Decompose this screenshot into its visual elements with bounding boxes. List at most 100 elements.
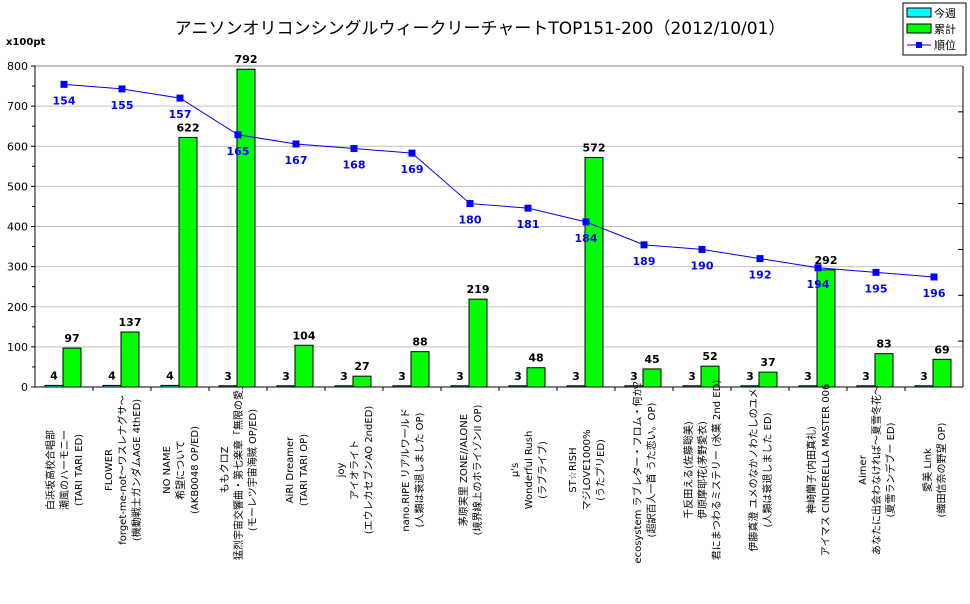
- y-axis-unit-label: x100pt: [6, 37, 45, 48]
- x-category-label-line: Aimer: [858, 454, 869, 485]
- y-tick-label: 100: [7, 341, 28, 354]
- rank-marker: [524, 204, 532, 212]
- legend-label-rank: 順位: [934, 38, 956, 52]
- y-axis-ticks: 0 100 200 300 400 500 600 700 800: [7, 60, 35, 394]
- data-label-cumulative: 792: [235, 53, 258, 66]
- chart-title: アニソンオリコンシングルウィークリーチャートTOP151-200（2012/10…: [175, 19, 786, 39]
- x-category-label: joy アイオライト (エウレカセブンAO 2ndED): [336, 406, 375, 535]
- x-category-label-line: forget-me-not～ワスレナグサ～: [116, 395, 129, 544]
- y-tick-label: 800: [7, 60, 28, 73]
- x-category-label: AiRI Dreamer (TARI TARI OP): [285, 434, 310, 506]
- bar-cumulative: [758, 371, 778, 388]
- x-category-label: 神崎蘭子(内田真礼) アイマス CINDERELLA MASTER 006: [805, 384, 832, 557]
- data-label-cumulative: 52: [702, 350, 717, 363]
- x-category-label-line: 猛烈宇宙交響曲・第七楽章「無限の愛」: [232, 380, 245, 560]
- x-category-label-line: μ's: [510, 463, 521, 477]
- bar-cumulative: [120, 331, 140, 388]
- data-label-this-week: 3: [920, 370, 928, 383]
- value-labels: 4 4 4 3 3 3 3 3 3 3 3 3 3 3 3 3 97 137 622 792 104 27 88 219 48 5…: [50, 53, 949, 383]
- rank-marker: [350, 145, 358, 153]
- x-category-label-line: 君にまつわるミステリー (氷菓 2nd ED): [710, 380, 723, 561]
- x-category-label-line: 希望について: [174, 440, 187, 500]
- data-label-this-week: 3: [746, 370, 754, 383]
- rank-marker: [698, 245, 706, 253]
- rank-marker: [60, 80, 68, 88]
- rank-marker: [582, 218, 590, 226]
- data-label-cumulative: 292: [815, 254, 838, 267]
- x-category-label-line: (TARI TARI ED): [74, 434, 85, 506]
- data-label-cumulative: 219: [467, 283, 490, 296]
- y-tick-label: 600: [7, 140, 28, 153]
- bar-cumulative: [526, 367, 546, 388]
- x-category-label-line: (AKB0048 OP/ED): [190, 426, 201, 514]
- bar-cumulative: [584, 156, 604, 388]
- x-category-label-line: (エウレカセブンAO 2ndED): [362, 406, 375, 535]
- legend: 今週 累計 順位: [902, 2, 967, 56]
- data-label-cumulative: 622: [177, 121, 200, 134]
- data-label-rank: 155: [111, 99, 134, 112]
- x-category-label-line: ecosystem ラブレター・フロム・何か？: [631, 376, 644, 563]
- bar-cumulative: [874, 353, 894, 388]
- legend-marker-rank: [916, 42, 922, 48]
- data-label-this-week: 3: [340, 370, 348, 383]
- data-label-rank: 194: [807, 278, 830, 291]
- data-label-rank: 189: [633, 255, 656, 268]
- data-label-cumulative: 69: [934, 343, 949, 356]
- y-tick-label: 500: [7, 180, 28, 193]
- x-category-label-line: 神崎蘭子(内田真礼): [805, 426, 818, 514]
- x-category-label-line: 潮風のハーモニー: [58, 430, 71, 510]
- rank-marker: [930, 273, 938, 281]
- x-category-label-line: (夏雪ランデブー ED): [884, 422, 897, 517]
- rank-marker: [176, 94, 184, 102]
- x-category-label-line: (ラブライブ): [536, 441, 549, 499]
- data-label-this-week: 3: [398, 370, 406, 383]
- legend-label-this-week: 今週: [934, 6, 956, 20]
- x-category-label-line: (人類は衰退しました ED): [761, 412, 774, 527]
- x-category-label-line: ももクロZ: [219, 446, 231, 493]
- rank-marker: [756, 255, 764, 263]
- x-category-label-line: 伊藤真澄 ユメのなかノわたしのユメ: [747, 388, 760, 551]
- x-category-label: 白浜坂高校合唱部 潮風のハーモニー (TARI TARI ED): [44, 430, 85, 510]
- rank-marker: [814, 264, 822, 272]
- data-label-cumulative: 104: [293, 329, 316, 342]
- data-label-rank: 154: [53, 94, 76, 107]
- x-category-label-line: あなたに出会わなければ～夏雪冬花～: [870, 385, 883, 555]
- data-label-rank: 165: [227, 145, 250, 158]
- data-label-cumulative: 572: [583, 141, 606, 154]
- bar-cumulative: [294, 344, 314, 388]
- data-label-rank: 181: [517, 218, 540, 231]
- x-category-label: ST☆RISH マジLOVE1000% (うたプリED): [568, 429, 607, 510]
- bar-cumulative: [642, 368, 662, 388]
- x-category-label-line: 愛美 Link: [921, 448, 934, 492]
- data-label-this-week: 3: [572, 370, 580, 383]
- data-label-rank: 184: [575, 232, 598, 245]
- rank-marker: [466, 200, 474, 208]
- bar-cumulative: [410, 351, 430, 388]
- legend-label-cumulative: 累計: [934, 22, 956, 36]
- rank-marker: [292, 140, 300, 148]
- x-category-label-line: (織田信奈の野望 OP): [935, 422, 948, 517]
- data-label-this-week: 4: [166, 369, 174, 382]
- data-label-this-week: 3: [456, 370, 464, 383]
- rank-line-series: [60, 80, 938, 281]
- y-tick-label: 700: [7, 100, 28, 113]
- bar-cumulative: [932, 358, 952, 388]
- x-category-label-line: 千反田える(佐藤聡美): [682, 421, 695, 519]
- x-category-label: μ's Wonderful Rush (ラブライブ): [510, 431, 549, 510]
- x-category-label: Aimer あなたに出会わなければ～夏雪冬花～ (夏雪ランデブー ED): [858, 385, 897, 555]
- rank-marker: [118, 85, 126, 93]
- bar-cumulative: [468, 298, 488, 388]
- data-label-rank: 192: [749, 269, 772, 282]
- data-label-this-week: 3: [862, 370, 870, 383]
- x-category-label-line: 伊原摩耶花(茅野愛衣): [696, 421, 709, 519]
- x-category-label-line: AiRI Dreamer: [285, 436, 296, 503]
- x-category-label-line: ST☆RISH: [568, 447, 579, 492]
- bar-cumulative: [352, 375, 372, 388]
- data-label-this-week: 3: [804, 370, 812, 383]
- data-label-rank: 168: [343, 159, 366, 172]
- x-category-label: ももクロZ 猛烈宇宙交響曲・第七楽章「無限の愛」 (モーレツ宇宙海賊 OP/ED): [219, 380, 259, 560]
- x-category-label-line: (超訳百人一首 うた恋い。OP): [645, 402, 658, 537]
- y-tick-label: 400: [7, 221, 28, 234]
- rank-marker: [234, 131, 242, 139]
- x-category-label-line: (モーレツ宇宙海賊 OP/ED): [246, 409, 259, 531]
